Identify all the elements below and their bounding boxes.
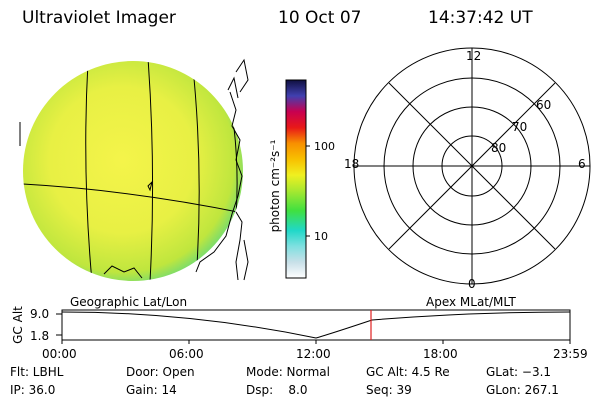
geographic-title: Geographic Lat/Lon xyxy=(70,295,188,309)
time-label: 14:37:42 UT xyxy=(428,8,533,28)
date-label: 10 Oct 07 xyxy=(278,8,362,28)
y-tick-1-8: 1.8 xyxy=(30,329,50,343)
mlt-label-6: 6 xyxy=(578,157,586,171)
mlt-label-0: 0 xyxy=(468,277,476,291)
mlat-label-60: 60 xyxy=(536,98,552,112)
gc-alt-ylabel: GC Alt xyxy=(11,306,25,344)
info-ip: IP: 36.0 xyxy=(10,383,56,397)
info-gain: Gain: 14 xyxy=(126,383,177,397)
apex-title: Apex MLat/MLT xyxy=(426,295,516,309)
colorbar-tick-10: 10 xyxy=(314,230,328,243)
colorbar xyxy=(285,79,310,279)
colorbar-unit-label: photon cm⁻²s⁻¹ xyxy=(268,139,282,233)
mlt-label-18: 18 xyxy=(344,157,360,171)
info-gc-alt: GC Alt: 4.5 Re xyxy=(366,365,450,379)
info-dsp: Dsp: 8.0 xyxy=(246,383,308,397)
mlat-label-80: 80 xyxy=(491,141,507,155)
time-tick-0600: 06:00 xyxy=(169,347,204,361)
time-tick-1200: 12:00 xyxy=(296,347,331,361)
time-tick-2359: 23:59 xyxy=(553,347,588,361)
info-mode: Mode: Normal xyxy=(246,365,330,379)
orbit-altitude-panel xyxy=(56,309,571,344)
info-seq: Seq: 39 xyxy=(366,383,412,397)
info-glon: GLon: 267.1 xyxy=(486,383,559,397)
time-tick-1800: 18:00 xyxy=(423,347,458,361)
info-door: Door: Open xyxy=(126,365,195,379)
uv-earth-disk xyxy=(23,58,249,281)
polar-grid xyxy=(353,47,591,285)
colorbar-tick-100: 100 xyxy=(314,140,335,153)
info-glat: GLat: −3.1 xyxy=(486,365,552,379)
info-filter: Flt: LBHL xyxy=(10,365,64,379)
mlat-label-70: 70 xyxy=(512,120,528,134)
instrument-title: Ultraviolet Imager xyxy=(22,8,176,28)
y-tick-9: 9.0 xyxy=(30,307,50,321)
time-tick-0000: 00:00 xyxy=(42,347,77,361)
mlt-label-12: 12 xyxy=(466,49,482,63)
